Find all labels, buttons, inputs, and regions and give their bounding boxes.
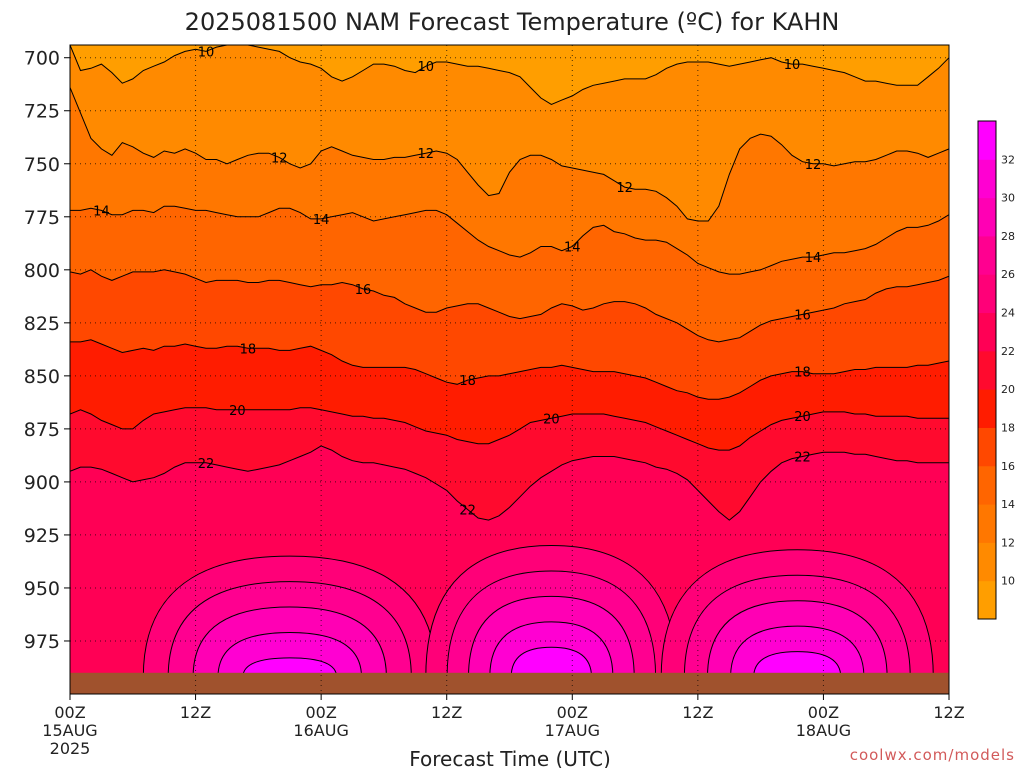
lobe-1-32 xyxy=(510,646,593,678)
color-scale-label-26: 26 xyxy=(1001,268,1015,281)
y-tick-label-800: 800 xyxy=(24,260,60,282)
y-tick-label-950: 950 xyxy=(24,578,60,600)
y-axis: 700 725 750 775 800 825 850 875 900 925 950 975 xyxy=(24,48,70,653)
chart-title: 2025081500 NAM Forecast Temperature (ºC)… xyxy=(185,8,840,36)
color-scale-bar: 10 12 14 16 18 20 22 24 26 28 30 32 xyxy=(977,120,1015,620)
contour-label-18-2: 18 xyxy=(794,366,811,381)
color-scale-frame xyxy=(977,120,997,620)
color-scale-label-14: 14 xyxy=(1001,498,1015,511)
x-tick-date-72: 18AUG xyxy=(796,721,851,740)
contour-12 xyxy=(70,87,949,222)
x-tick-label-72: 00Z xyxy=(808,703,839,722)
contour-label-18-0: 18 xyxy=(240,342,257,357)
y-tick-label-725: 725 xyxy=(24,101,60,123)
x-tick-label-48: 00Z xyxy=(557,703,588,722)
color-scale-label-12: 12 xyxy=(1001,536,1015,549)
credit-text: coolwx.com/models xyxy=(850,746,1015,764)
color-scale-label-22: 22 xyxy=(1001,345,1015,358)
x-tick-label-24: 00Z xyxy=(305,703,336,722)
contour-label-14-3: 14 xyxy=(805,251,822,266)
x-tick-label-84: 12Z xyxy=(933,703,964,722)
color-scale-swatch-0 xyxy=(978,580,996,620)
surface-ground xyxy=(70,672,949,694)
contour-label-12-1: 12 xyxy=(418,147,435,162)
contour-18 xyxy=(70,339,949,400)
color-scale-label-32: 32 xyxy=(1001,153,1015,166)
x-tick-year-0: 2025 xyxy=(50,739,91,758)
lobe-0-32 xyxy=(242,657,338,678)
y-tick-label-775: 775 xyxy=(24,207,60,229)
contour-label-16-0: 16 xyxy=(355,283,372,298)
contour-label-14-0: 14 xyxy=(93,204,110,219)
lobe-2-32 xyxy=(753,651,842,678)
color-scale-label-20: 20 xyxy=(1001,383,1015,396)
color-scale-swatch-10 xyxy=(978,197,996,237)
contour-16 xyxy=(70,269,949,343)
contour-label-10-2: 10 xyxy=(784,58,801,73)
color-scale-swatch-3 xyxy=(978,465,996,505)
color-scale-swatch-7 xyxy=(978,312,996,352)
y-tick-label-900: 900 xyxy=(24,472,60,494)
x-tick-date-0: 15AUG xyxy=(42,721,97,740)
contour-label-20-2: 20 xyxy=(794,410,811,425)
contour-label-12-0: 12 xyxy=(271,151,288,166)
contour-label-10-1: 10 xyxy=(418,60,435,75)
color-scale-swatch-9 xyxy=(978,235,996,275)
x-tick-label-60: 12Z xyxy=(682,703,713,722)
color-scale-label-18: 18 xyxy=(1001,421,1015,434)
contour-10 xyxy=(70,45,949,105)
x-tick-label-0: 00Z xyxy=(54,703,85,722)
color-scale-swatch-11 xyxy=(978,159,996,199)
x-tick-label-36: 12Z xyxy=(431,703,462,722)
contour-label-20-1: 20 xyxy=(543,412,560,427)
contour-20 xyxy=(70,407,949,451)
contour-label-18-1: 18 xyxy=(459,374,476,389)
contour-label-12-3: 12 xyxy=(805,158,822,173)
color-scale-label-24: 24 xyxy=(1001,307,1015,320)
grid-lines xyxy=(70,45,949,694)
y-tick-label-700: 700 xyxy=(24,48,60,70)
contour-label-14-2: 14 xyxy=(564,240,581,255)
y-tick-label-850: 850 xyxy=(24,366,60,388)
contour-22 xyxy=(70,445,949,521)
x-axis-label: Forecast Time (UTC) xyxy=(409,747,611,768)
y-tick-label-750: 750 xyxy=(24,154,60,176)
y-tick-label-925: 925 xyxy=(24,525,60,547)
contour-label-16-1: 16 xyxy=(794,308,811,323)
color-scale-swatch-8 xyxy=(978,274,996,314)
color-scale-label-28: 28 xyxy=(1001,230,1015,243)
contour-label-22-1: 22 xyxy=(459,503,476,518)
color-scale-swatch-1 xyxy=(978,542,996,582)
color-scale-swatch-2 xyxy=(978,504,996,543)
y-tick-label-875: 875 xyxy=(24,419,60,441)
y-tick-label-825: 825 xyxy=(24,313,60,335)
plot-frame xyxy=(69,44,950,695)
color-scale-swatch-4 xyxy=(978,427,996,467)
color-scale-swatch-6 xyxy=(978,350,996,390)
y-tick-label-975: 975 xyxy=(24,631,60,653)
contour-label-22-2: 22 xyxy=(794,450,811,465)
x-tick-date-48: 17AUG xyxy=(545,721,600,740)
color-scale-swatch-12 xyxy=(978,121,996,160)
contour-label-12-2: 12 xyxy=(616,181,633,196)
x-tick-label-12: 12Z xyxy=(180,703,211,722)
color-scale-swatch-5 xyxy=(978,389,996,428)
contour-14 xyxy=(70,205,949,275)
contour-label-20-0: 20 xyxy=(229,404,246,419)
contour-label-10-0: 10 xyxy=(198,45,215,60)
color-scale-label-30: 30 xyxy=(1001,192,1015,205)
color-scale-label-10: 10 xyxy=(1001,575,1015,588)
color-scale-label-16: 16 xyxy=(1001,460,1015,473)
x-tick-date-24: 16AUG xyxy=(293,721,348,740)
contour-label-22-0: 22 xyxy=(198,457,215,472)
